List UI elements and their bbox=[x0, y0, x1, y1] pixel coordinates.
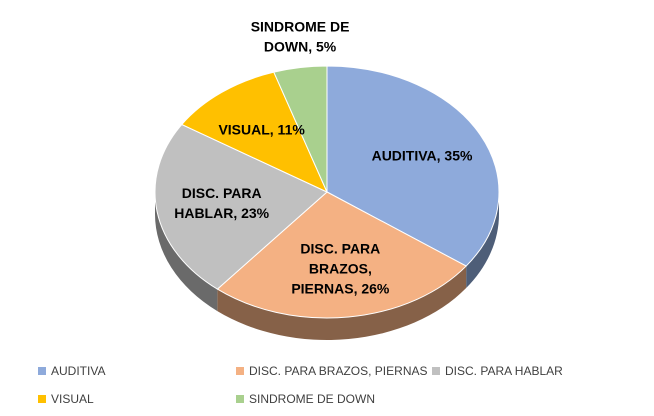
pie-side-walls bbox=[155, 192, 499, 340]
legend-swatch-brazos-piernas bbox=[236, 367, 244, 375]
legend-item-visual: VISUAL bbox=[38, 390, 94, 408]
legend-label-down: SINDROME DE DOWN bbox=[249, 392, 375, 406]
pie-slice-0 bbox=[326, 65, 500, 267]
legend-swatch-visual bbox=[38, 395, 46, 403]
legend-label-auditiva: AUDITIVA bbox=[51, 364, 106, 378]
pie-chart: AUDITIVA, 35% DISC. PARA BRAZOS, PIERNAS, 2… bbox=[154, 18, 500, 340]
legend: AUDITIVA DISC. PARA BRAZOS, PIERNAS DISC… bbox=[0, 356, 654, 416]
legend-item-brazos-piernas: DISC. PARA BRAZOS, PIERNAS bbox=[236, 362, 428, 380]
pie-side-1 bbox=[217, 266, 467, 340]
data-label-4: SINDROME DE DOWN, 5% bbox=[251, 18, 350, 54]
data-label-1: DISC. PARA BRAZOS, PIERNAS, 26% bbox=[291, 240, 390, 296]
legend-swatch-hablar bbox=[432, 367, 440, 375]
data-label-0: AUDITIVA, 35% bbox=[372, 147, 473, 163]
data-label-3: VISUAL, 11% bbox=[218, 121, 305, 137]
pie-side-2 bbox=[155, 192, 218, 312]
legend-item-hablar: DISC. PARA HABLAR bbox=[432, 362, 563, 380]
legend-swatch-auditiva bbox=[38, 367, 46, 375]
legend-label-visual: VISUAL bbox=[51, 392, 94, 406]
pie-slice-1 bbox=[216, 191, 467, 319]
legend-item-down: SINDROME DE DOWN bbox=[236, 390, 375, 408]
legend-label-hablar: DISC. PARA HABLAR bbox=[445, 364, 563, 378]
legend-item-auditiva: AUDITIVA bbox=[38, 362, 105, 380]
data-label-2: DISC. PARA HABLAR, 23% bbox=[174, 185, 269, 221]
pie-side-0 bbox=[466, 192, 499, 289]
legend-swatch-down bbox=[236, 395, 244, 403]
pie-slice-4 bbox=[273, 65, 328, 193]
pie-slice-2 bbox=[154, 123, 328, 290]
pie-slice-3 bbox=[180, 71, 328, 194]
legend-label-brazos-piernas: DISC. PARA BRAZOS, PIERNAS bbox=[249, 364, 428, 378]
